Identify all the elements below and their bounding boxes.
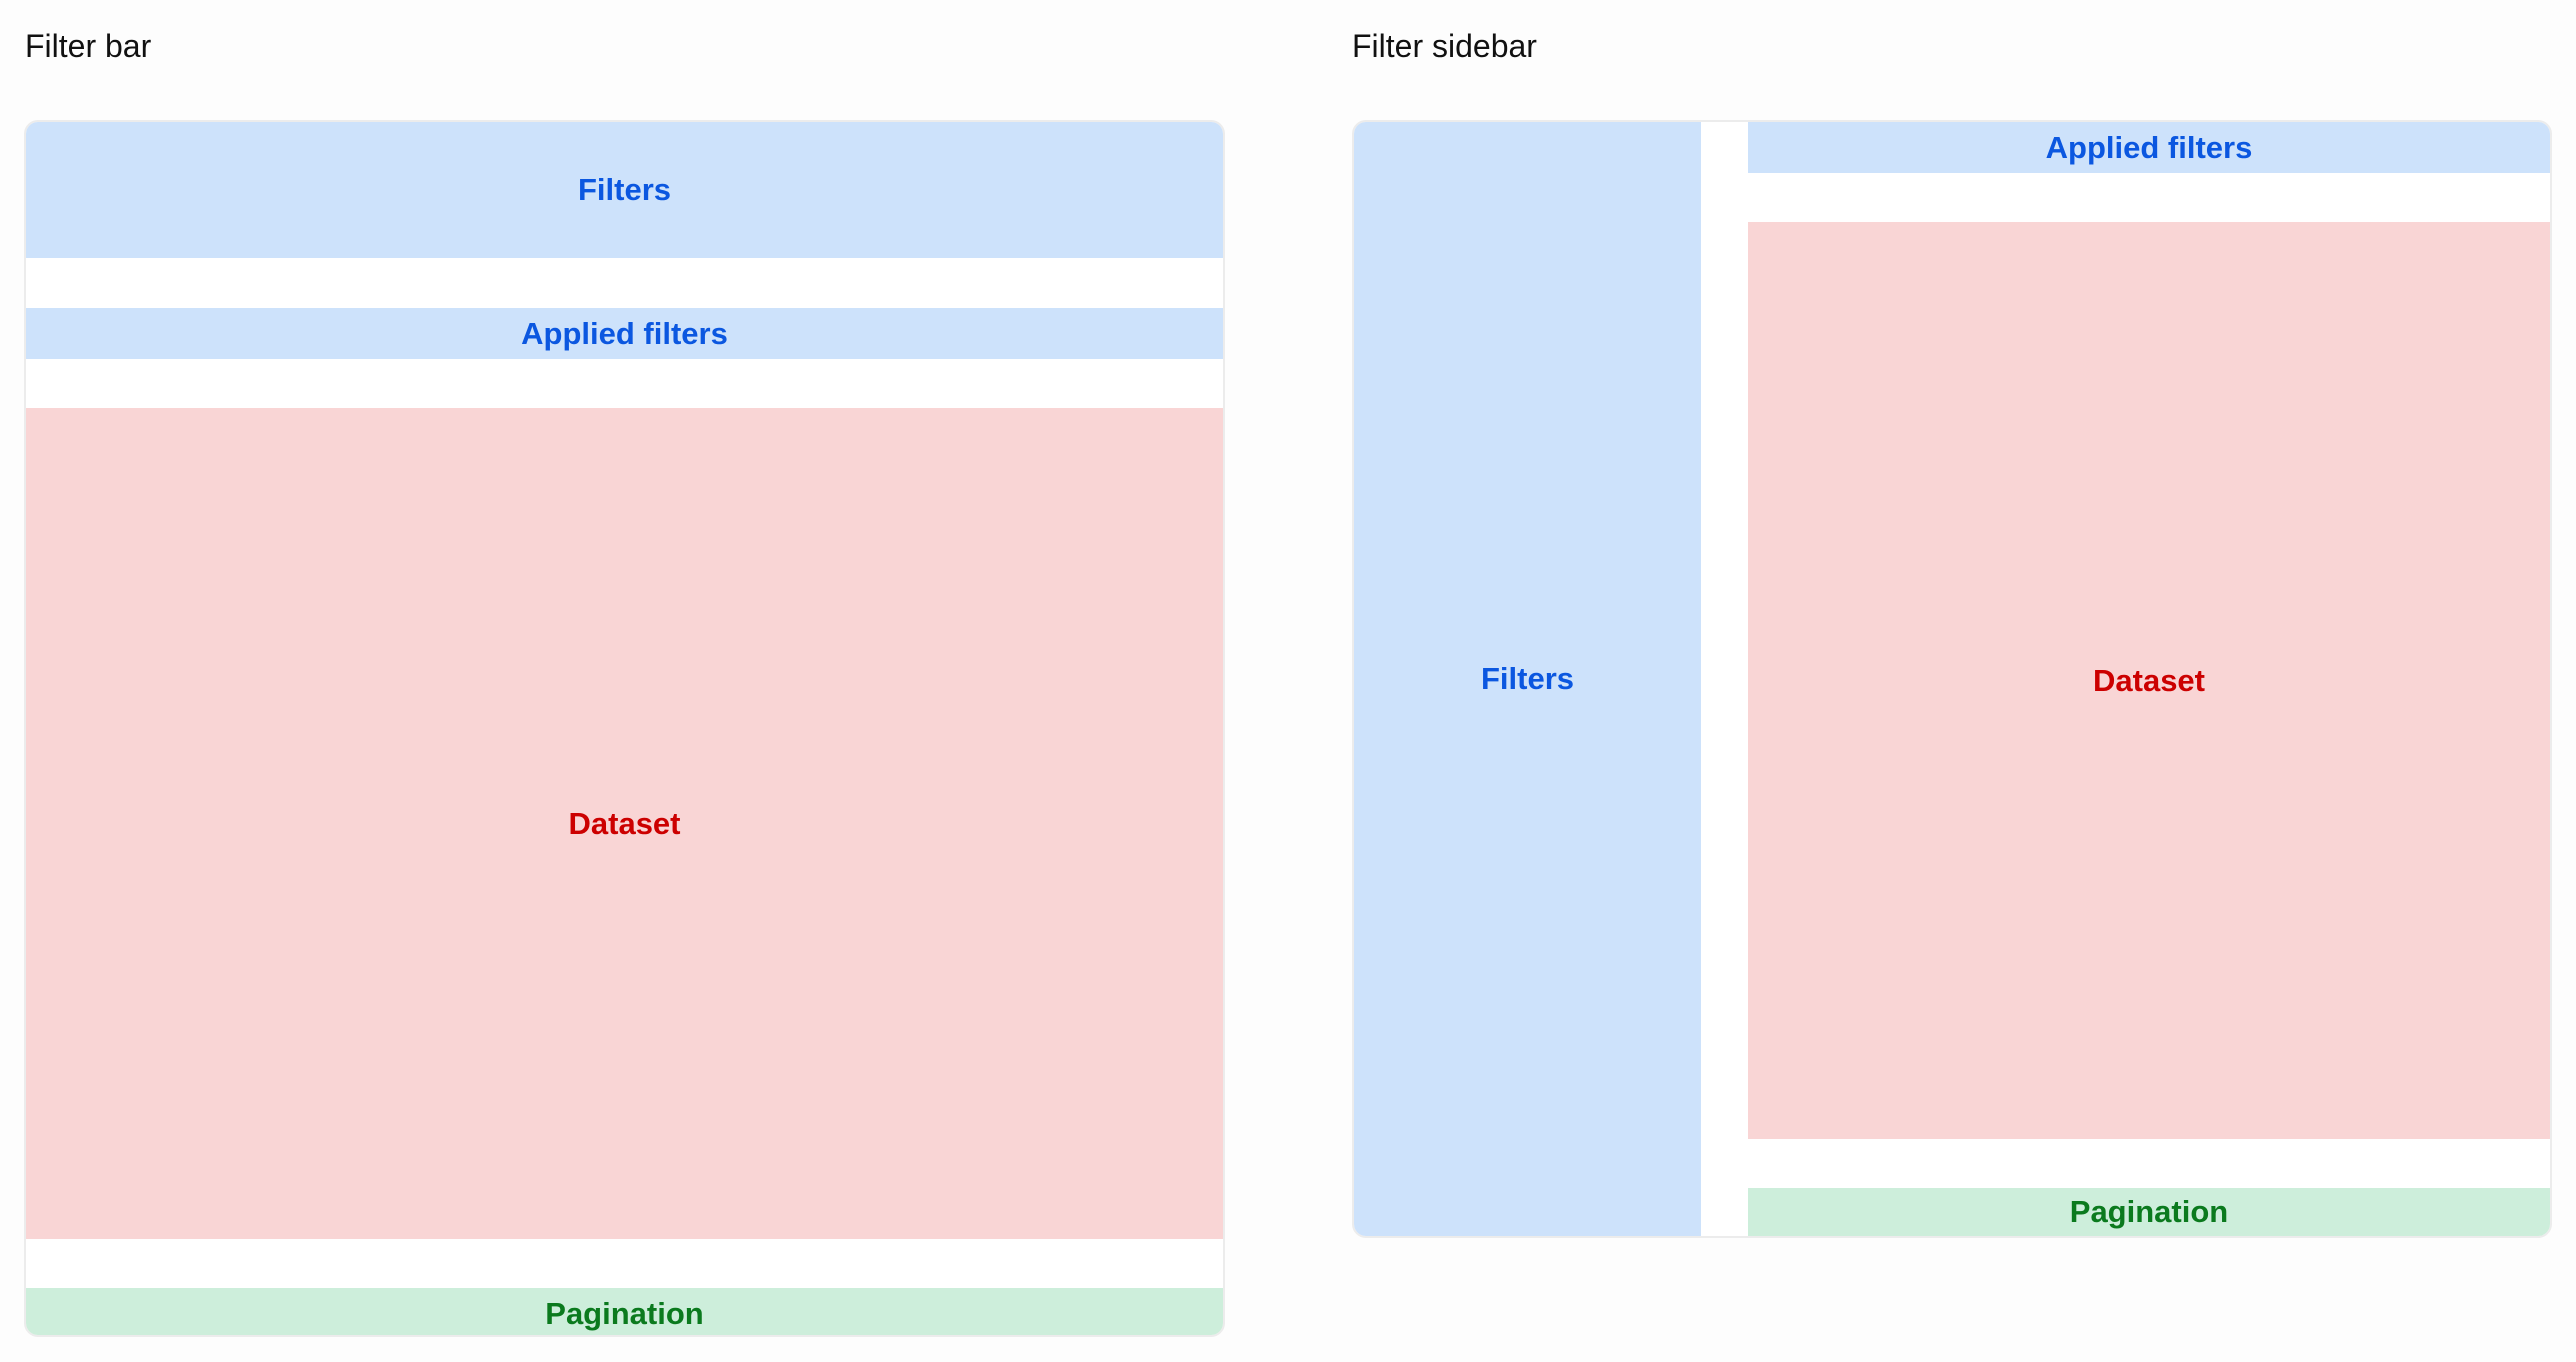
filter-bar-layout: Filters Applied filters Dataset Paginati… [24, 120, 1225, 1337]
filter-bar-dataset: Dataset [26, 408, 1223, 1239]
filter-sidebar-dataset: Dataset [1748, 222, 2550, 1139]
filter-sidebar-filters: Filters [1354, 122, 1701, 1236]
filter-bar-filters: Filters [26, 122, 1223, 258]
filter-sidebar-pagination: Pagination [1748, 1188, 2550, 1236]
filter-bar-applied-filters: Applied filters [26, 308, 1223, 359]
filter-sidebar-applied-filters: Applied filters [1748, 122, 2550, 173]
filter-sidebar-layout: Filters Applied filters Dataset Paginati… [1352, 120, 2552, 1238]
filter-bar-pagination: Pagination [26, 1288, 1223, 1335]
filter-sidebar-title: Filter sidebar [1352, 28, 1537, 64]
filter-bar-title: Filter bar [25, 28, 152, 64]
